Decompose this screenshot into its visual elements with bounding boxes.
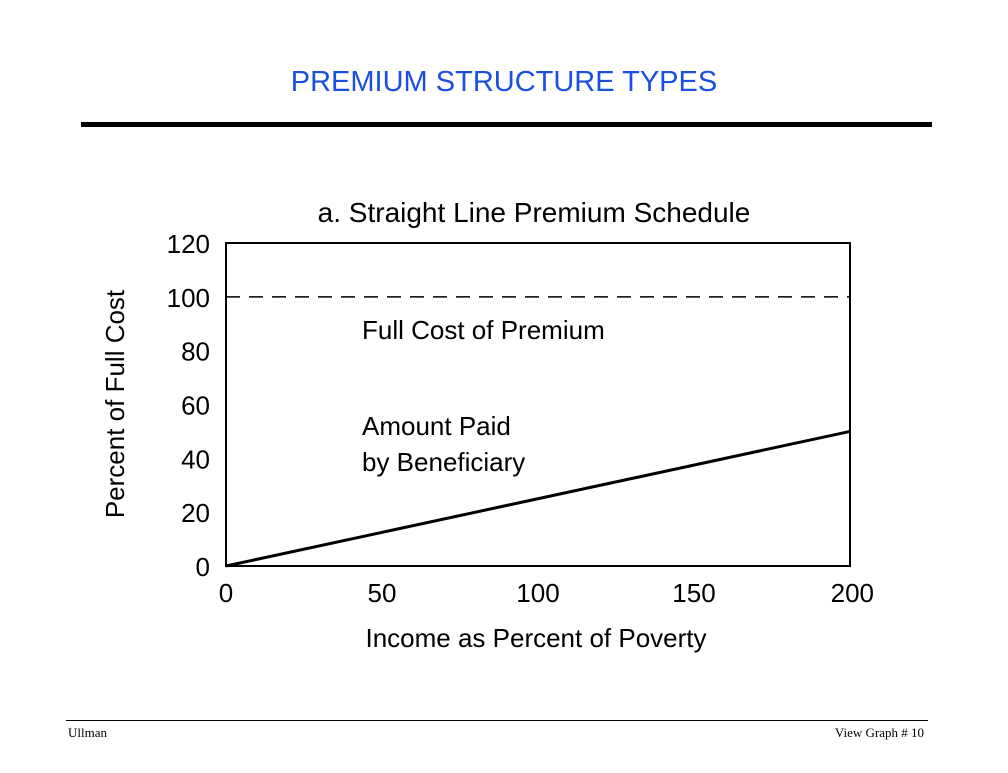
beneficiary-annotation: Amount Paid [362, 411, 511, 441]
x-tick-label: 100 [516, 578, 559, 608]
x-axis-label: Income as Percent of Poverty [365, 623, 706, 653]
footer-page-number: View Graph # 10 [834, 725, 924, 740]
y-tick-label: 100 [167, 283, 210, 313]
y-tick-label: 80 [181, 337, 210, 367]
beneficiary-annotation: by Beneficiary [362, 447, 525, 477]
x-tick-label: 150 [672, 578, 715, 608]
x-tick-labels: 0 50 100 150 200 [219, 578, 874, 608]
y-tick-label: 40 [181, 444, 210, 474]
footer-author: Ullman [68, 725, 107, 740]
y-tick-label: 20 [181, 498, 210, 528]
footer-divider [66, 720, 928, 721]
y-tick-label: 0 [196, 552, 210, 582]
x-tick-label: 50 [368, 578, 397, 608]
series-lines [225, 296, 851, 568]
y-tick-label: 60 [181, 391, 210, 421]
x-tick-label: 200 [831, 578, 874, 608]
chart-title: a. Straight Line Premium Schedule [318, 197, 751, 228]
title-divider [81, 122, 932, 127]
y-axis-label: Percent of Full Cost [100, 289, 130, 518]
annotations: Full Cost of Premium Amount Paid by Benefi… [362, 315, 605, 477]
slide-title: PREMIUM STRUCTURE TYPES [290, 66, 718, 98]
beneficiary-paid-line [225, 429, 851, 568]
full-cost-annotation: Full Cost of Premium [362, 315, 605, 345]
y-tick-labels: 0 20 40 60 80 100 120 [167, 229, 210, 582]
y-tick-label: 120 [167, 229, 210, 259]
x-tick-label: 0 [219, 578, 233, 608]
plot-frame [225, 242, 851, 567]
